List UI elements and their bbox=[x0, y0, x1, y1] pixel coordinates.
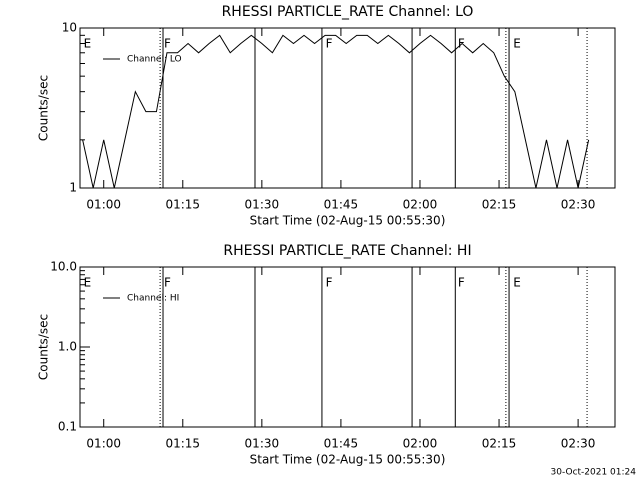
legend-label: Channel: HI bbox=[127, 294, 179, 304]
legend-label: Channel: LO bbox=[127, 55, 182, 65]
flag-label: F bbox=[164, 37, 171, 51]
x-tick-label: 01:15 bbox=[165, 198, 200, 212]
flag-label: E bbox=[513, 276, 521, 290]
flag-label: F bbox=[326, 276, 333, 290]
y-tick-label: 0.1 bbox=[58, 420, 77, 434]
x-tick-label: 02:30 bbox=[561, 437, 596, 451]
chart-title: RHESSI PARTICLE_RATE Channel: HI bbox=[223, 243, 471, 259]
data-line bbox=[82, 34, 590, 188]
x-tick-label: 01:15 bbox=[165, 437, 200, 451]
flag-label: F bbox=[458, 276, 465, 290]
plot-frame bbox=[79, 27, 616, 189]
y-axis-label: Counts/sec bbox=[37, 75, 51, 141]
x-tick-label: 02:30 bbox=[561, 198, 596, 212]
x-tick-label: 01:30 bbox=[245, 198, 280, 212]
x-tick-label: 01:00 bbox=[86, 437, 121, 451]
y-tick-label: 1 bbox=[69, 181, 77, 195]
x-tick-label: 02:00 bbox=[403, 198, 438, 212]
chart-title: RHESSI PARTICLE_RATE Channel: LO bbox=[222, 4, 474, 20]
footer: 30-Oct-2021 01:24 bbox=[551, 468, 637, 478]
y-tick-label: 1.0 bbox=[58, 340, 77, 354]
flag-label: E bbox=[513, 37, 521, 51]
flag-label: E bbox=[84, 37, 92, 51]
x-axis-label: Start Time (02-Aug-15 00:55:30) bbox=[250, 214, 446, 228]
x-tick-label: 01:30 bbox=[245, 437, 280, 451]
x-tick-label: 02:00 bbox=[403, 437, 438, 451]
x-tick-label: 02:15 bbox=[482, 198, 517, 212]
flag-label: E bbox=[84, 276, 92, 290]
flag-label: F bbox=[326, 37, 333, 51]
y-tick-label: 10.0 bbox=[50, 260, 77, 274]
y-tick-label: 10 bbox=[62, 21, 77, 35]
x-axis-label: Start Time (02-Aug-15 00:55:30) bbox=[250, 453, 446, 467]
flag-label: F bbox=[164, 276, 171, 290]
x-tick-label: 01:45 bbox=[324, 198, 359, 212]
x-tick-label: 02:15 bbox=[482, 437, 517, 451]
x-tick-label: 01:00 bbox=[86, 198, 121, 212]
x-tick-label: 01:45 bbox=[324, 437, 359, 451]
y-axis-label: Counts/sec bbox=[37, 314, 51, 380]
flag-label: F bbox=[458, 37, 465, 51]
